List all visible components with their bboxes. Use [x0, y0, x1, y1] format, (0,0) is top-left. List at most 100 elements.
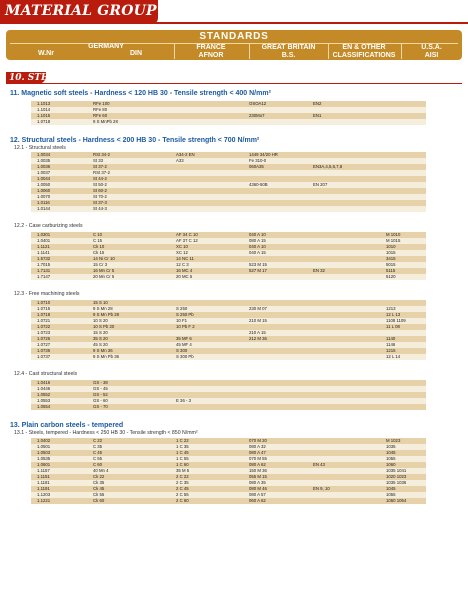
table-cell: S 300 Pb [176, 354, 194, 359]
table-cell: C 10 [93, 232, 103, 237]
table-row: 1.1157 40 Mn 4 35 M 5 150 M 36 1035 1041 [31, 468, 426, 474]
table-cell: 1.0401 [37, 238, 51, 243]
table-cell: M 1023 [386, 438, 401, 443]
table-cell: 1146 [386, 342, 396, 347]
table-cell: 1.0503 [37, 450, 51, 455]
table-row: 1.0060 St 60-2 [31, 188, 426, 194]
table-cell: 1 C 45 [176, 450, 189, 455]
table-cell: 1 C 22 [176, 438, 189, 443]
table-cell: 080 A 47 [249, 450, 266, 455]
table-cell: 1055 [386, 492, 396, 497]
table-row: 1.1181 Ck 35 2 C 35 080 A 35 1035 1036 [31, 480, 426, 486]
table-cell: 1.0553 [37, 398, 51, 403]
table-row: 1.1121 Ck 10 XC 10 040 A 10 1010 [31, 244, 426, 250]
table-cell: 20 MC 5 [176, 274, 193, 279]
table-cell: 1.0060 [37, 188, 51, 193]
table-row: 1.1013 RFe 100 OSOA12 EN2 [31, 101, 426, 107]
table-cell: 060A35 [249, 164, 264, 169]
table-cell: Ck 35 [93, 480, 105, 485]
table-cell: EN1 [313, 113, 322, 118]
table-cell: 1.1191 [37, 486, 50, 491]
table-cell: St 50-2 [93, 182, 107, 187]
table-cell: AF 37 C 12 [176, 238, 198, 243]
table-cell: Ck 55 [93, 492, 105, 497]
table-cell: 12 C 3 [176, 262, 189, 267]
table-cell: 1.1181 [37, 480, 50, 485]
table-cell: 070 M 55 [249, 456, 267, 461]
col-divider [249, 44, 250, 59]
table-row: 1.0535 C 55 1 C 55 070 M 55 1055 [31, 456, 426, 462]
table-cell: 1.0116 [37, 200, 50, 205]
col-britain-line1: GREAT BRITAIN [261, 44, 316, 51]
table-cell: 1015 [386, 250, 396, 255]
table-cell: 1215 [386, 348, 396, 353]
col-france: FRANCE AFNOR [176, 44, 246, 59]
table-row: 1.0736 9 S Mn 36 S 300 1215 [31, 348, 426, 354]
table-cell: 1.0050 [37, 182, 51, 187]
table-cell: 1035 1036 [386, 480, 407, 485]
table-cell: 080 A 32 [249, 444, 266, 449]
col-wnr: W.Nr [38, 50, 54, 57]
table-row: 1.0723 15 S 20 210 A 15 [31, 330, 426, 336]
table-cell: 040 A 10 [249, 232, 266, 237]
table-cell: 1060 [386, 462, 396, 467]
table-row: 1.0726 35 S 20 35 MF 6 212 M 36 1140 [31, 336, 426, 342]
table-12-1: 1.0034 RSt 34-2 A34-2 EN 1449 34/20 HR 1.003… [31, 152, 426, 212]
table-cell: 12 L 14 [386, 354, 401, 359]
col-usa: U.S.A. AISI [403, 44, 460, 59]
table-cell: 080 A 57 [249, 492, 266, 497]
table-cell: 1.7131 [37, 268, 51, 273]
table-row: 1.0050 St 50-2 4360-50B EN 207 [31, 182, 426, 188]
table-cell: Ck 45 [93, 486, 105, 491]
table-row: 1.1141 Ck 15 XC 12 040 A 15 1015 [31, 250, 426, 256]
table-cell: XC 12 [176, 250, 188, 255]
standards-title: STANDARDS [199, 31, 269, 42]
table-row: 1.0034 RSt 34-2 A34-2 EN 1449 34/20 HR [31, 152, 426, 158]
steel-section-tag: 10. STEEL [6, 72, 61, 84]
table-cell: GS - 38 [93, 380, 108, 385]
table-cell: Ck 22 [93, 474, 105, 479]
table-row: 1.1014 RFe 80 [31, 107, 426, 113]
table-cell: 1.0737 [37, 354, 51, 359]
table-cell: 9 S Mn Pb 36 [93, 354, 120, 359]
table-cell: 2 C 45 [176, 486, 189, 491]
table-cell: 5115 [386, 268, 396, 273]
table-cell: 1.0710 [37, 300, 51, 305]
table-cell: 1.5732 [37, 256, 51, 261]
table-cell: C 45 [93, 450, 103, 455]
table-row: 1.0402 C 22 1 C 22 070 M 20 M 1023 [31, 438, 426, 444]
table-cell: 1 C 55 [176, 456, 189, 461]
table-row: 1.0070 St 70-2 [31, 194, 426, 200]
table-cell: 1.0726 [37, 336, 51, 341]
table-cell: 15 S 20 [93, 330, 108, 335]
table-cell: 1.0037 [37, 170, 51, 175]
table-cell: 1.0035 [37, 158, 51, 163]
table-row: 1.0718 9 S MnPb 28 [31, 119, 426, 125]
section-13-heading: 13. Plain carbon steels - tempered [10, 422, 124, 429]
table-cell: 1.1121 [37, 244, 50, 249]
table-cell: EN 207 [313, 182, 328, 187]
table-row: 1.0144 St 44-3 [31, 206, 426, 212]
table-cell: GS - 45 [93, 386, 108, 391]
table-cell: S 300 [176, 348, 188, 353]
col-other-line1: EN & OTHER [342, 44, 386, 51]
table-cell: 35 MF 6 [176, 336, 192, 341]
table-cell: 1060 1064 [386, 498, 407, 503]
table-cell: E 36 - 3 [176, 398, 192, 403]
table-row: 1.0715 9 S Mn 28 S 250 230 M 07 1213 [31, 306, 426, 312]
table-row: 1.0503 C 45 1 C 45 080 A 47 1045 [31, 450, 426, 456]
subsection-12-3: 12.3 - Free machining steels [14, 291, 80, 297]
table-cell: 080 M 46 [249, 486, 267, 491]
table-cell: 2 C 22 [176, 474, 189, 479]
table-cell: 12 L 13 [386, 312, 401, 317]
table-cell: 1.0070 [37, 194, 51, 199]
table-cell: 523 M 15 [249, 262, 267, 267]
table-cell: 230 M 07 [249, 306, 267, 311]
table-11: 1.1013 RFe 100 OSOA12 EN2 1.1014 RFe 80 1.1015… [31, 101, 426, 125]
subsection-12-1: 12.1 - Structural steels [14, 145, 66, 151]
table-cell: 1.1013 [37, 101, 51, 106]
table-cell: 1.1015 [37, 113, 51, 118]
table-cell: AF 34 C 10 [176, 232, 198, 237]
table-cell: OSOA12 [249, 101, 267, 106]
table-cell: C 60 [93, 462, 103, 467]
